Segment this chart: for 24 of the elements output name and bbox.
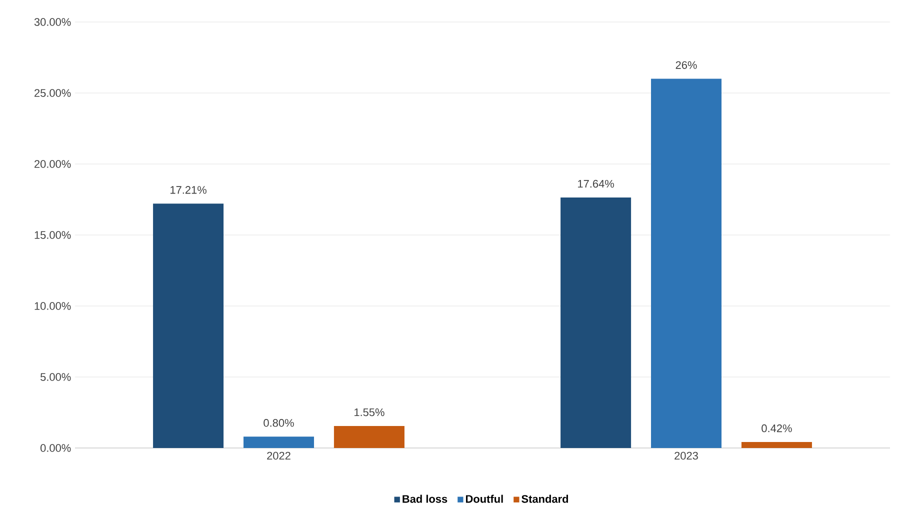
y-tick-label: 5.00%	[40, 373, 71, 381]
data-label: 1.55%	[354, 408, 384, 416]
data-label: 0.80%	[264, 419, 294, 427]
legend-label: Doutful	[466, 494, 503, 503]
y-tick-label: 10.00%	[34, 302, 71, 310]
y-tick-label: 30.00%	[34, 18, 71, 26]
y-tick-label: 20.00%	[34, 160, 71, 168]
x-tick-label: 2022	[267, 452, 290, 460]
bar	[651, 78, 722, 448]
bar	[244, 436, 314, 448]
data-label: 17.21%	[170, 186, 206, 194]
data-label: 26%	[676, 61, 697, 69]
bar	[741, 442, 812, 448]
y-tick-label: 0.00%	[40, 444, 71, 452]
legend-label: Bad loss	[402, 494, 448, 503]
legend-label: Standard	[522, 494, 568, 503]
bar	[153, 204, 224, 448]
data-label: 0.42%	[762, 424, 792, 432]
y-tick-label: 25.00%	[34, 89, 71, 97]
bar	[334, 426, 404, 448]
y-tick-label: 15.00%	[34, 231, 71, 239]
bar	[560, 198, 632, 448]
data-label: 17.64%	[578, 180, 614, 188]
x-tick-label: 2023	[674, 452, 698, 460]
